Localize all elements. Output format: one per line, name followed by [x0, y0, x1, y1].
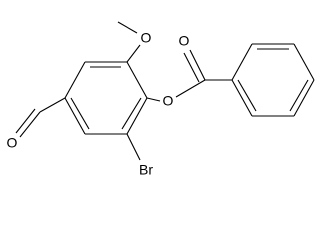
- atom-label: O: [179, 33, 190, 49]
- atom-label: O: [7, 135, 18, 151]
- atom-label: O: [141, 30, 152, 46]
- atom-label: Br: [139, 162, 153, 178]
- structure-diagram: O O O O Br: [7, 21, 315, 178]
- bonds: [15, 21, 315, 161]
- atom-label: O: [163, 93, 174, 109]
